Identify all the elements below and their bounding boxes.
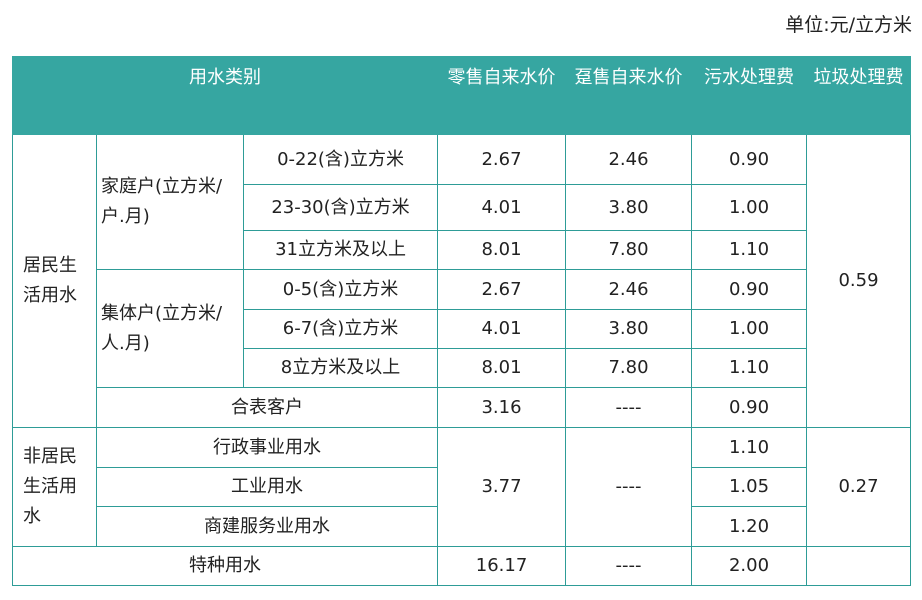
- non-residential-label: 非居民生活用水: [12, 427, 97, 547]
- sewage-fee: 1.10: [691, 427, 808, 468]
- table-row: 合表客户 3.16 ---- 0.90: [13, 387, 911, 428]
- retail-price: 4.01: [437, 184, 567, 231]
- tier-range: 23-30(含)立方米: [242, 184, 439, 231]
- header-wholesale: 趸售自来水价: [565, 56, 693, 135]
- non-residential-wholesale: ----: [565, 427, 693, 547]
- sewage-fee: 1.20: [691, 506, 808, 547]
- non-residential-garbage-fee: 0.27: [806, 427, 912, 547]
- non-residential-retail: 3.77: [437, 427, 567, 547]
- special-garbage-fee: [806, 546, 912, 586]
- special-label: 特种用水: [11, 546, 439, 586]
- retail-price: 2.67: [437, 134, 567, 185]
- residential-label: 居民生活用水: [12, 134, 97, 428]
- header-category: 用水类别: [11, 56, 439, 135]
- table-row: 工业用水 1.05: [13, 467, 911, 507]
- wholesale-price: 3.80: [565, 309, 693, 349]
- table-row: 居民生活用水 家庭户(立方米/户.月) 0-22(含)立方米 2.67 2.46…: [12, 134, 912, 428]
- sewage-fee: 0.90: [691, 387, 808, 428]
- sewage-fee: 1.10: [691, 348, 808, 388]
- table-row: 23-30(含)立方米 4.01 3.80 1.00: [13, 184, 911, 231]
- sewage-fee: 1.00: [691, 184, 808, 231]
- wholesale-price: 3.80: [565, 184, 693, 231]
- retail-price: 3.16: [437, 387, 567, 428]
- table-row: 特种用水 16.17 ---- 2.00: [11, 546, 912, 586]
- sewage-fee: 1.10: [691, 230, 808, 270]
- retail-price: 2.67: [437, 269, 567, 310]
- sewage-fee: 1.00: [691, 309, 808, 349]
- non-residential-item: 行政事业用水: [95, 427, 439, 468]
- household-label: 家庭户(立方米/户.月): [96, 134, 244, 270]
- water-price-table: 用水类别 零售自来水价 趸售自来水价 污水处理费 垃圾处理费 居民生活用水 家庭…: [11, 56, 912, 586]
- retail-price: 4.01: [437, 309, 567, 349]
- table-row: 6-7(含)立方米 4.01 3.80 1.00: [13, 309, 911, 349]
- table-row: 集体户(立方米/人.月) 0-5(含)立方米 2.67 2.46 0.90: [13, 269, 911, 388]
- tier-range: 8立方米及以上: [242, 348, 439, 388]
- wholesale-price: ----: [565, 546, 693, 586]
- tier-range: 31立方米及以上: [242, 230, 439, 270]
- residential-garbage-fee: 0.59: [806, 134, 912, 428]
- header-retail: 零售自来水价: [437, 56, 567, 135]
- tier-range: 0-22(含)立方米: [242, 134, 439, 185]
- retail-price: 16.17: [437, 546, 567, 586]
- header-garbage: 垃圾处理费: [806, 56, 912, 135]
- table-row: 8立方米及以上 8.01 7.80 1.10: [13, 348, 911, 388]
- table-row: 31立方米及以上 8.01 7.80 1.10: [13, 230, 911, 270]
- unit-label: 单位:元/立方米: [785, 14, 912, 36]
- sewage-fee: 0.90: [691, 134, 808, 185]
- collective-label: 集体户(立方米/人.月): [96, 269, 244, 388]
- header-row: 用水类别 零售自来水价 趸售自来水价 污水处理费 垃圾处理费: [11, 56, 912, 135]
- sewage-fee: 2.00: [691, 546, 808, 586]
- wholesale-price: 2.46: [565, 134, 693, 185]
- wholesale-price: ----: [565, 387, 693, 428]
- wholesale-price: 7.80: [565, 230, 693, 270]
- sewage-fee: 1.05: [691, 467, 808, 507]
- shared-meter-label: 合表客户: [95, 387, 439, 428]
- non-residential-item: 工业用水: [95, 467, 439, 507]
- tier-range: 0-5(含)立方米: [242, 269, 439, 310]
- wholesale-price: 7.80: [565, 348, 693, 388]
- table-row: 非居民生活用水 行政事业用水 3.77 ---- 1.10 0.27: [12, 427, 912, 547]
- sewage-fee: 0.90: [691, 269, 808, 310]
- header-sewage: 污水处理费: [691, 56, 808, 135]
- tier-range: 6-7(含)立方米: [242, 309, 439, 349]
- retail-price: 8.01: [437, 230, 567, 270]
- non-residential-item: 商建服务业用水: [95, 506, 439, 547]
- wholesale-price: 2.46: [565, 269, 693, 310]
- retail-price: 8.01: [437, 348, 567, 388]
